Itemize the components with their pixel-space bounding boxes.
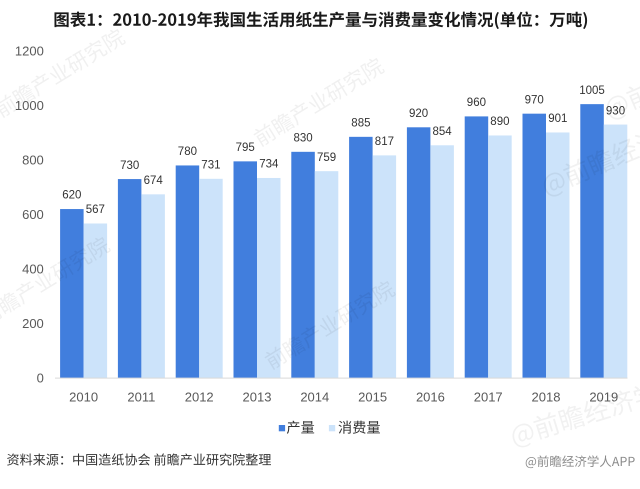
svg-text:759: 759 <box>317 152 336 164</box>
svg-text:400: 400 <box>22 262 44 277</box>
svg-text:960: 960 <box>467 97 486 109</box>
svg-text:780: 780 <box>178 146 197 158</box>
svg-text:567: 567 <box>86 204 105 216</box>
svg-text:620: 620 <box>62 190 81 202</box>
svg-text:674: 674 <box>144 175 164 187</box>
svg-text:817: 817 <box>375 136 394 148</box>
svg-text:731: 731 <box>201 160 220 172</box>
svg-text:2013: 2013 <box>243 389 272 404</box>
svg-text:920: 920 <box>409 108 428 120</box>
svg-text:2014: 2014 <box>300 389 329 404</box>
svg-text:1200: 1200 <box>15 44 44 59</box>
svg-text:890: 890 <box>490 116 509 128</box>
svg-text:800: 800 <box>22 153 44 168</box>
svg-text:970: 970 <box>525 94 544 106</box>
svg-text:0: 0 <box>37 371 44 386</box>
svg-text:2011: 2011 <box>127 389 155 404</box>
svg-text:2010: 2010 <box>69 389 98 404</box>
svg-text:901: 901 <box>548 113 567 125</box>
svg-text:830: 830 <box>294 133 313 145</box>
svg-text:2015: 2015 <box>358 389 387 404</box>
svg-text:854: 854 <box>433 126 453 138</box>
svg-text:2016: 2016 <box>416 389 445 404</box>
svg-text:2017: 2017 <box>474 389 503 404</box>
svg-text:600: 600 <box>22 207 44 222</box>
svg-text:734: 734 <box>259 159 279 171</box>
svg-text:2019: 2019 <box>589 389 618 404</box>
svg-text:795: 795 <box>236 142 255 154</box>
svg-text:2012: 2012 <box>185 389 214 404</box>
svg-text:730: 730 <box>120 160 139 172</box>
svg-text:1005: 1005 <box>579 85 605 97</box>
svg-text:885: 885 <box>351 118 370 130</box>
svg-text:200: 200 <box>22 316 44 331</box>
svg-text:2018: 2018 <box>532 389 561 404</box>
